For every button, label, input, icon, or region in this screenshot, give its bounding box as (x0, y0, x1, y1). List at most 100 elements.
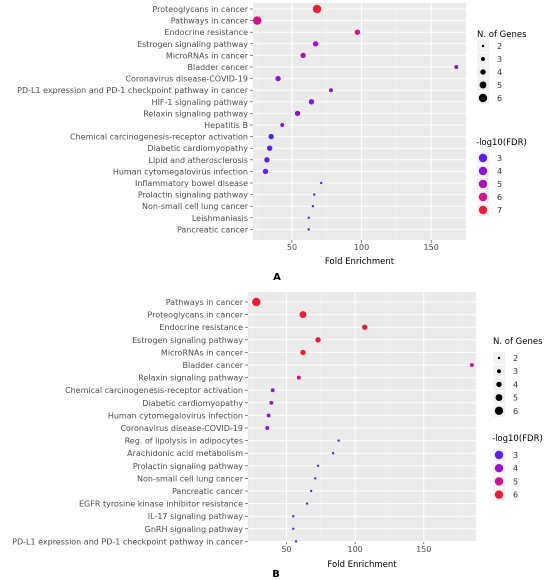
size-legend-label: 2 (497, 42, 502, 51)
color-legend-point (494, 477, 504, 486)
data-point (320, 181, 323, 185)
color-legend: -log10(FDR) 3 4 5 6 (492, 434, 543, 501)
size-legend-label: 3 (513, 367, 518, 376)
data-point (469, 363, 474, 367)
size-legend-point (497, 356, 501, 360)
data-point (329, 88, 333, 93)
y-tick-label: IL-17 signaling pathway (148, 512, 243, 521)
data-point (354, 29, 361, 35)
size-legend-point (480, 69, 486, 75)
size-legend-label: 5 (497, 81, 502, 90)
data-point (316, 464, 320, 467)
x-tick-label: 150 (416, 545, 431, 554)
y-tick-label: Estrogen signaling pathway (137, 40, 248, 49)
size-legend-point (481, 44, 485, 48)
color-legend-point (494, 450, 504, 460)
y-tick-label: Proteoglycans in cancer (147, 311, 243, 320)
data-point (337, 439, 340, 442)
size-legend-title: N. of Genes (477, 30, 527, 40)
color-legend-point (478, 179, 488, 189)
data-point (313, 193, 316, 196)
y-tick-label: Non-small cell lung cancer (142, 202, 249, 211)
x-tick-label: 50 (281, 545, 291, 554)
plot-background (253, 3, 466, 240)
x-tick-label: 100 (347, 545, 362, 554)
data-point (252, 16, 262, 25)
size-legend: N. of Genes 2 3 4 5 6 (493, 337, 543, 417)
y-tick-label: Endocrine resistance (164, 28, 248, 37)
color-legend-label: 6 (497, 193, 502, 202)
panel-label: B (272, 569, 280, 580)
y-tick-label: EGFR tyrosine kinase inhibitor resistanc… (79, 500, 243, 509)
size-legend-label: 6 (497, 94, 502, 103)
size-legend-point (496, 381, 502, 388)
y-tick-label: Bladder cancer (182, 361, 243, 370)
x-tick-label: 150 (424, 243, 439, 252)
data-point (269, 400, 274, 405)
color-legend-label: 4 (497, 167, 502, 176)
y-tick-label: Endocrine resistance (159, 323, 243, 332)
y-tick-label: GnRH signaling pathway (145, 525, 244, 534)
y-tick-label: Pancreatic cancer (172, 487, 244, 496)
data-point (252, 297, 261, 307)
size-legend-label: 5 (513, 394, 518, 403)
size-legend-label: 3 (497, 55, 502, 64)
y-tick-label: Reg. of lipolysis in adipocytes (125, 437, 243, 446)
y-tick-label: Pathways in cancer (171, 17, 249, 26)
data-point (315, 337, 321, 343)
x-tick-label: 50 (287, 243, 297, 252)
y-tick-label: MicroRNAs in cancer (161, 348, 244, 357)
color-legend-label: 3 (497, 154, 502, 163)
y-tick-label: Diabetic cardiomyopathy (142, 399, 243, 408)
y-tick-label: Chemical carcinogenesis-receptor activat… (65, 386, 243, 395)
size-legend-label: 2 (513, 354, 518, 363)
data-point (307, 228, 310, 231)
data-point (275, 75, 281, 82)
y-tick-label: Prolactin signaling pathway (133, 462, 243, 471)
color-legend-title: -log10(FDR) (476, 138, 527, 148)
y-tick-label: Pancreatic cancer (177, 225, 249, 234)
color-legend-label: 7 (497, 206, 502, 215)
chart-panel-a: 50 100 150 Proteoglycans in cancer Pathways … (17, 3, 527, 283)
data-point (312, 4, 322, 14)
data-point (314, 477, 317, 480)
color-legend: -log10(FDR) 3 4 5 6 7 (476, 138, 527, 216)
data-point (270, 388, 275, 393)
data-point (299, 311, 307, 319)
y-tick-label: Leishmaniasis (192, 214, 248, 223)
data-point (280, 123, 285, 127)
y-tick-label: Human cytomegalovirus infection (108, 411, 243, 420)
data-point (331, 452, 335, 455)
size-legend-point (494, 406, 504, 415)
color-legend-point (494, 464, 504, 473)
y-tick-label: HIF-1 signaling pathway (152, 98, 249, 107)
data-point (265, 426, 270, 430)
x-tick-label: 100 (354, 243, 369, 252)
y-tick-label: Bladder cancer (187, 63, 248, 72)
y-tick-label: Lipid and atherosclerosis (148, 156, 248, 165)
y-tick-label: PD-L1 expression and PD-1 checkpoint pat… (12, 537, 244, 546)
data-point (305, 502, 309, 505)
y-tick-label: MicroRNAs in cancer (166, 51, 249, 60)
data-point (294, 540, 298, 543)
data-point (312, 41, 319, 47)
y-tick-label: Inflammatory bowel disease (135, 179, 248, 188)
y-tick-label: Coronavirus disease-COVID-19 (120, 424, 243, 433)
panel-label: A (273, 272, 281, 283)
y-tick-label: Non-small cell lung cancer (137, 474, 244, 483)
data-point (311, 205, 315, 208)
color-legend-label: 3 (513, 451, 518, 460)
y-tick-label: Human cytomegalovirus infection (113, 167, 248, 176)
y-tick-label: Hepatitis B (204, 121, 248, 130)
y-tick-label: Coronavirus disease-COVID-19 (125, 75, 248, 84)
y-tick-label: Arachidonic acid metabolism (127, 449, 243, 458)
y-tick-label: Estrogen signaling pathway (132, 336, 243, 345)
data-point (292, 527, 295, 530)
data-point (294, 110, 301, 117)
color-legend-title: -log10(FDR) (492, 434, 543, 444)
y-tick-label: Diabetic cardiomyopathy (147, 144, 248, 153)
data-point (308, 99, 315, 105)
data-point (268, 133, 274, 140)
color-legend-point (494, 490, 504, 499)
size-legend-label: 4 (497, 68, 502, 77)
